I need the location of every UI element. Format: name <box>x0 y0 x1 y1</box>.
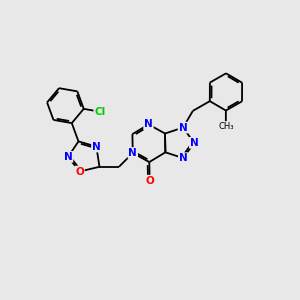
Text: N: N <box>179 153 188 163</box>
Text: O: O <box>75 167 84 176</box>
Text: N: N <box>190 138 199 148</box>
Text: N: N <box>128 148 137 158</box>
Text: N: N <box>92 142 101 152</box>
Text: O: O <box>145 176 154 186</box>
Text: N: N <box>64 152 73 162</box>
Text: N: N <box>144 119 153 129</box>
Text: Cl: Cl <box>94 107 106 117</box>
Text: N: N <box>178 123 188 133</box>
Text: CH₃: CH₃ <box>218 122 234 130</box>
